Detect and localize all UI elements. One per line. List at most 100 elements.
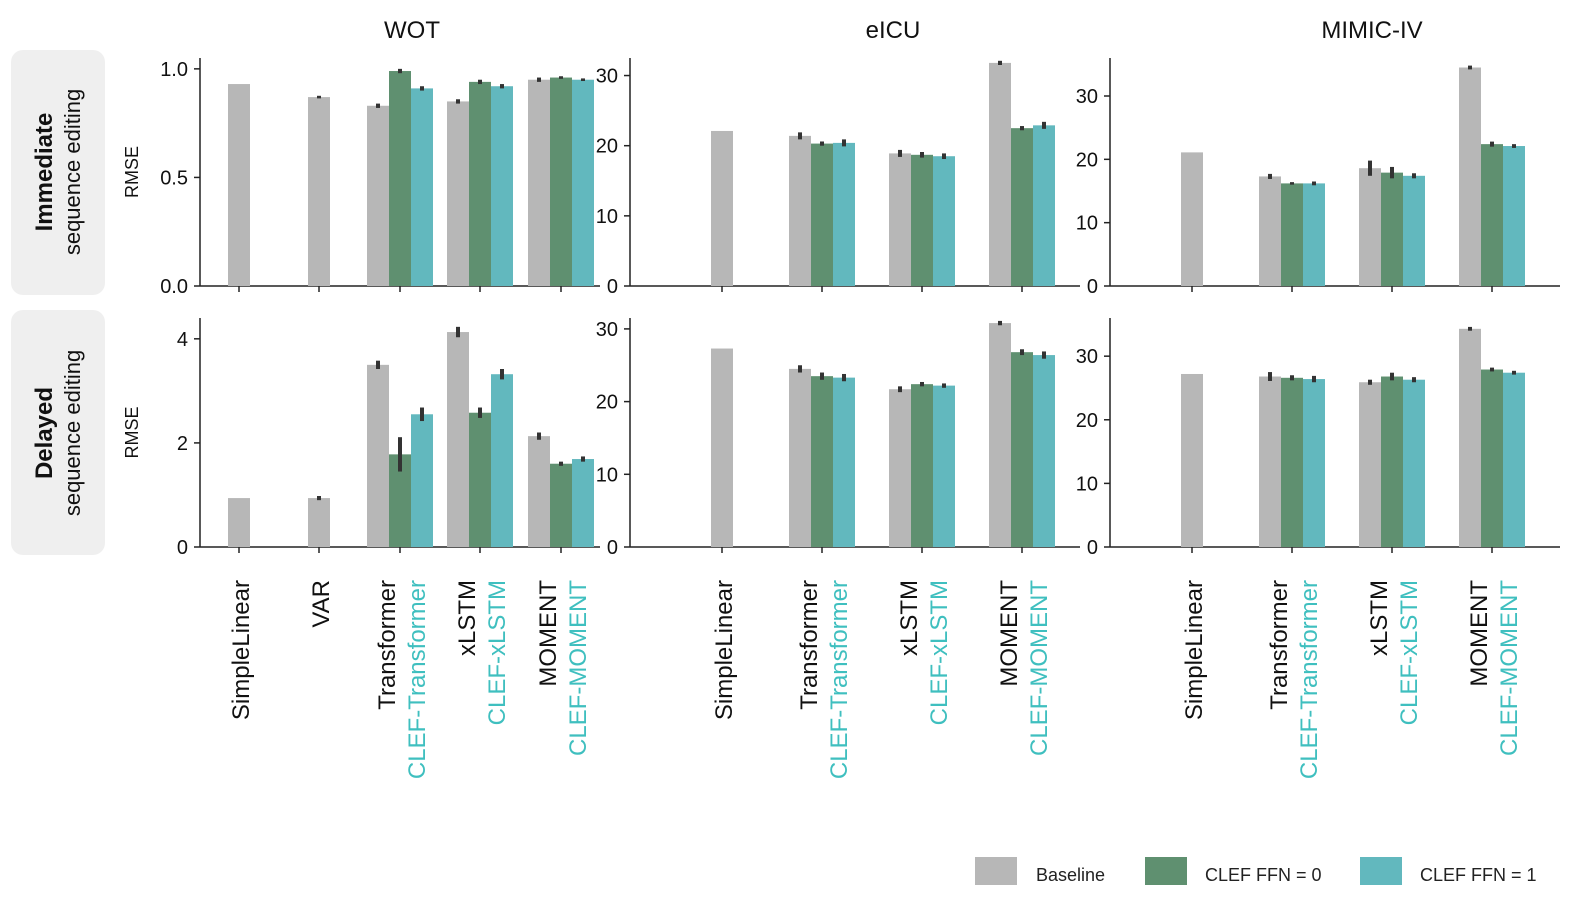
y-tick-label: 0 bbox=[607, 537, 618, 559]
row-title-rest: sequence editing bbox=[60, 89, 85, 255]
column-title-wot: WOT bbox=[384, 17, 440, 44]
chart-panels: 0.0 0.5 1.0 RMSE 0 10 20 30 0 10 20 30 0 2 4 RMSE 0 10 20 3… bbox=[122, 58, 1560, 559]
category-label: VAR bbox=[308, 580, 335, 628]
bar-baseline bbox=[1181, 373, 1203, 547]
bar-ffn1 bbox=[1303, 379, 1325, 547]
legend-swatch-baseline bbox=[975, 857, 1017, 885]
category-label: xLSTM bbox=[1366, 580, 1393, 656]
bar-baseline bbox=[1459, 67, 1481, 286]
bar-ffn0 bbox=[1381, 376, 1403, 547]
y-tick-label: 0.0 bbox=[160, 276, 188, 298]
bar-baseline bbox=[528, 436, 550, 547]
bar-baseline bbox=[528, 79, 550, 286]
bar-ffn1 bbox=[833, 142, 855, 286]
y-tick-label: 10 bbox=[596, 206, 618, 228]
y-tick-label: 0 bbox=[1087, 276, 1098, 298]
bar-baseline bbox=[989, 62, 1011, 287]
bar-ffn1 bbox=[1033, 125, 1055, 287]
y-tick-label: 0 bbox=[607, 276, 618, 298]
y-axis-label: RMSE bbox=[122, 406, 142, 458]
bar-baseline bbox=[889, 153, 911, 286]
legend-label-ffn1: CLEF FFN = 1 bbox=[1420, 865, 1537, 885]
y-tick-label: 0 bbox=[1087, 537, 1098, 559]
category-label-clef: CLEF-xLSTM bbox=[926, 580, 953, 725]
bar-ffn1 bbox=[491, 374, 513, 547]
legend: Baseline CLEF FFN = 0 CLEF FFN = 1 bbox=[975, 857, 1537, 885]
category-label: xLSTM bbox=[896, 580, 923, 656]
y-tick-label: 30 bbox=[596, 319, 618, 341]
category-label-clef: CLEF-Transformer bbox=[1296, 580, 1323, 779]
bar-baseline bbox=[447, 101, 469, 286]
y-tick-label: 0.5 bbox=[160, 167, 188, 189]
bar-ffn0 bbox=[1281, 183, 1303, 286]
row-title-delayed: Delayed sequence editing bbox=[11, 310, 105, 555]
category-label-clef: CLEF-MOMENT bbox=[565, 580, 592, 756]
y-tick-label: 1.0 bbox=[160, 59, 188, 81]
bar-ffn0 bbox=[1481, 144, 1503, 286]
bar-baseline bbox=[447, 332, 469, 547]
bar-baseline bbox=[367, 364, 389, 547]
y-tick-label: 0 bbox=[177, 537, 188, 559]
bar-baseline bbox=[367, 105, 389, 287]
panel-wot-immediate: 0.0 0.5 1.0 RMSE bbox=[122, 58, 600, 298]
bar-ffn0 bbox=[1011, 352, 1033, 547]
y-tick-label: 20 bbox=[1076, 149, 1098, 171]
bar-baseline bbox=[1359, 168, 1381, 286]
y-tick-label: 2 bbox=[177, 433, 188, 455]
panel-eicu-delayed: 0 10 20 30 bbox=[596, 318, 1080, 559]
category-label: SimpleLinear bbox=[1181, 580, 1208, 720]
category-label: Transformer bbox=[374, 580, 401, 710]
category-label-clef: CLEF-Transformer bbox=[404, 580, 431, 779]
bar-baseline bbox=[308, 97, 330, 286]
bar-ffn1 bbox=[572, 79, 594, 286]
y-axis-label: RMSE bbox=[122, 146, 142, 198]
bar-ffn1 bbox=[933, 385, 955, 547]
y-tick-label: 30 bbox=[1076, 346, 1098, 368]
bar-ffn0 bbox=[389, 454, 411, 547]
row-title-immediate: Immediate sequence editing bbox=[11, 50, 105, 295]
panel-mimic-iv-immediate: 0 10 20 30 bbox=[1076, 58, 1560, 298]
bar-baseline bbox=[1459, 328, 1481, 547]
category-label-clef: CLEF-Transformer bbox=[826, 580, 853, 779]
bar-ffn0 bbox=[469, 412, 491, 547]
legend-swatch-ffn1 bbox=[1360, 857, 1402, 885]
row-title-bold: Delayed bbox=[31, 387, 58, 479]
bar-ffn0 bbox=[811, 376, 833, 547]
y-tick-label: 30 bbox=[1076, 86, 1098, 108]
category-label: SimpleLinear bbox=[711, 580, 738, 720]
bar-ffn0 bbox=[1381, 172, 1403, 286]
bar-ffn0 bbox=[469, 81, 491, 286]
bar-baseline bbox=[1259, 176, 1281, 286]
bar-ffn1 bbox=[1503, 372, 1525, 547]
bar-baseline bbox=[711, 348, 733, 547]
legend-label-baseline: Baseline bbox=[1036, 865, 1105, 885]
bar-ffn1 bbox=[491, 86, 513, 286]
y-tick-label: 20 bbox=[1076, 410, 1098, 432]
column-title-eicu: eICU bbox=[866, 17, 921, 44]
panel-mimic-iv-delayed: 0 10 20 30 bbox=[1076, 318, 1560, 559]
bar-ffn0 bbox=[389, 71, 411, 287]
y-tick-label: 4 bbox=[177, 329, 188, 351]
category-labels: SimpleLinear VAR Transformer CLEF-Transform… bbox=[228, 580, 1523, 779]
bar-ffn0 bbox=[911, 384, 933, 547]
y-tick-label: 20 bbox=[596, 136, 618, 158]
bar-baseline bbox=[308, 498, 330, 547]
y-tick-label: 10 bbox=[1076, 473, 1098, 495]
bar-baseline bbox=[1259, 376, 1281, 547]
y-tick-label: 10 bbox=[596, 464, 618, 486]
bar-ffn0 bbox=[550, 463, 572, 547]
bar-baseline bbox=[228, 84, 250, 286]
category-label: MOMENT bbox=[535, 580, 562, 687]
category-label: xLSTM bbox=[454, 580, 481, 656]
bar-ffn0 bbox=[1481, 369, 1503, 547]
bar-ffn0 bbox=[1011, 128, 1033, 286]
bar-baseline bbox=[989, 323, 1011, 547]
bar-ffn1 bbox=[1303, 183, 1325, 286]
bar-baseline bbox=[889, 389, 911, 547]
bar-baseline bbox=[228, 498, 250, 547]
bar-ffn1 bbox=[1403, 175, 1425, 286]
row-title-box bbox=[11, 50, 105, 295]
y-tick-label: 10 bbox=[1076, 213, 1098, 235]
bar-ffn1 bbox=[1503, 146, 1525, 286]
